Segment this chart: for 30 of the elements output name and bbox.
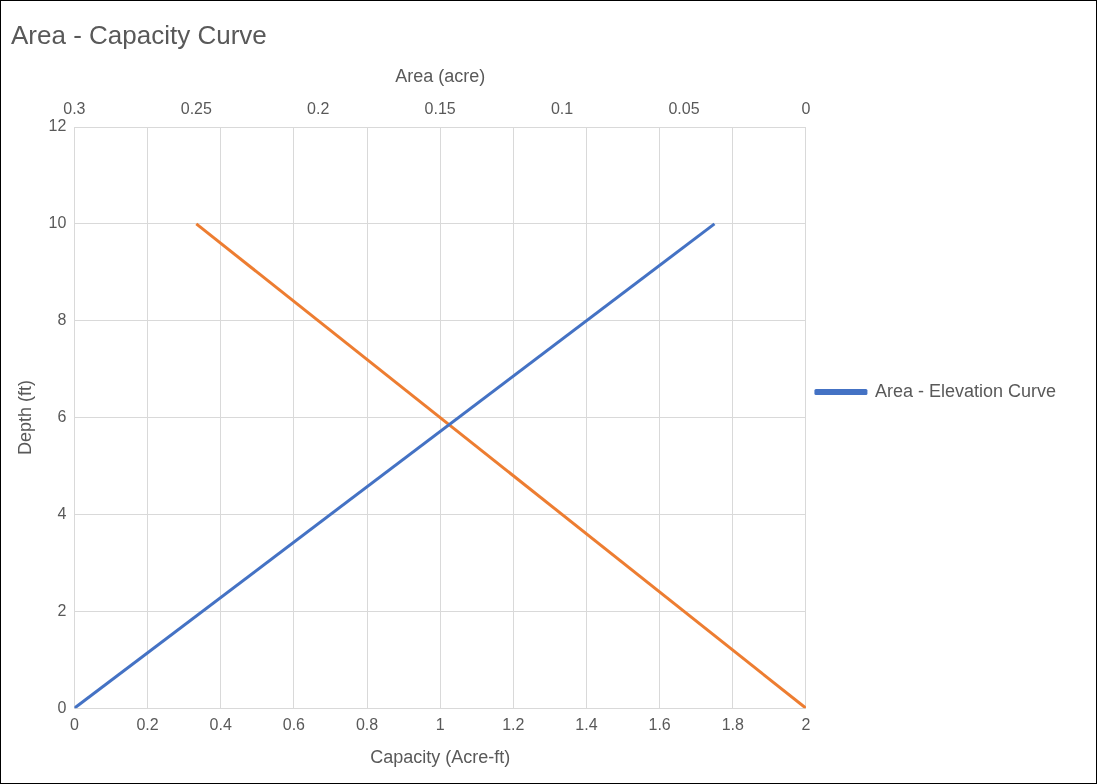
x-tick-label: 0.2 (136, 716, 159, 734)
x2-tick-label: 0 (801, 99, 811, 117)
x-axis-title: Capacity (Acre-ft) (370, 747, 511, 768)
x2-tick-label: 0.1 (550, 99, 574, 117)
x-tick-label: 1.6 (648, 716, 671, 734)
x-tick-label: 1.4 (575, 716, 598, 734)
x2-tick-label: 0.2 (307, 99, 330, 117)
y-tick-label: 8 (57, 311, 67, 329)
x2-tick-label: 0.15 (424, 99, 456, 117)
y-tick-label: 4 (57, 504, 67, 522)
y-axis-title: Depth (ft) (14, 380, 35, 456)
y-tick-label: 12 (48, 117, 67, 135)
x-tick-label: 2 (801, 716, 811, 734)
y-tick-label: 2 (57, 601, 67, 619)
x-tick-label: 0.4 (209, 716, 232, 734)
x-tick-label: 0.6 (282, 716, 306, 734)
x-tick-label: 0.8 (355, 716, 379, 734)
legend-label: Area - Elevation Curve (874, 380, 1057, 401)
chart-title: Area - Capacity Curve (11, 19, 267, 50)
x2-tick-label: 0.3 (63, 99, 86, 117)
y-tick-label: 10 (48, 214, 67, 232)
x-tick-label: 1 (435, 716, 445, 734)
x2-axis-title: Area (acre) (395, 65, 486, 86)
x-tick-label: 1.2 (502, 716, 525, 734)
x2-tick-label: 0.25 (180, 99, 212, 117)
y-tick-label: 0 (57, 698, 67, 716)
x-tick-label: 0 (69, 716, 79, 734)
y-tick-label: 6 (57, 408, 67, 426)
x-tick-label: 1.8 (721, 716, 744, 734)
x2-tick-label: 0.05 (668, 99, 700, 117)
